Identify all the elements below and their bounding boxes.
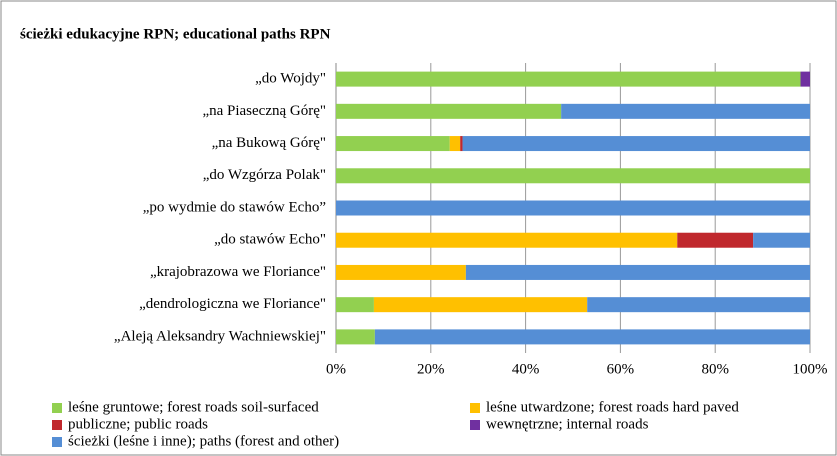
bar-segment (336, 232, 678, 248)
legend-marker (470, 403, 480, 413)
bar-segment (449, 136, 461, 152)
bar-segment (677, 232, 754, 248)
x-tick-label: 100% (793, 361, 828, 377)
y-tick-label: „do Wojdy" (255, 71, 326, 87)
bar-segment (336, 168, 810, 184)
bar-segment (800, 71, 810, 87)
x-tick-label: 20% (417, 361, 445, 377)
y-tick-label: „do Wzgórza Polak" (203, 167, 326, 183)
y-tick-label: „na Piaseczną Górę" (202, 103, 326, 119)
legend-label: wewnętrzne; internal roads (486, 416, 649, 432)
bar-segment (336, 71, 801, 87)
y-tick-label: „po wydmie do stawów Echo” (143, 199, 326, 215)
legend-label: leśne utwardzone; forest roads hard pave… (486, 399, 739, 415)
y-tick-label: „Aleją Aleksandry Wachniewskiej" (114, 328, 326, 344)
legend-label: publiczne; public roads (68, 416, 208, 432)
bar-segment (336, 200, 810, 216)
legend-label: leśne gruntowe; forest roads soil-surfac… (68, 399, 319, 415)
y-tick-label: „do stawów Echo" (214, 232, 326, 248)
y-tick-label: „na Bukową Górę" (212, 135, 326, 151)
bar-segment (373, 297, 588, 313)
x-tick-label: 40% (512, 361, 540, 377)
legend-label: ścieżki (leśne i inne); paths (forest an… (68, 433, 339, 449)
legend-marker (52, 403, 62, 413)
bar-segment (374, 329, 810, 345)
legend-marker (52, 437, 62, 447)
bar-segment (336, 264, 466, 280)
bar-segment (336, 297, 374, 313)
legend-marker (52, 420, 62, 430)
bar-segment (753, 232, 810, 248)
chart-title: ścieżki edukacyjne RPN; educational path… (20, 26, 331, 42)
y-tick-label: „dendrologiczna we Floriance" (139, 296, 326, 312)
bar-segment (462, 136, 810, 152)
bar-segment (336, 103, 562, 119)
bar-segment (336, 136, 450, 152)
bar-segment (336, 329, 375, 345)
x-tick-label: 0% (326, 361, 346, 377)
legend-marker (470, 420, 480, 430)
bar-segment (460, 136, 463, 152)
bar-segment (561, 103, 810, 119)
y-tick-label: „krajobrazowa we Floriance" (150, 264, 326, 280)
x-tick-label: 60% (607, 361, 635, 377)
x-tick-label: 80% (701, 361, 729, 377)
bar-segment (587, 297, 810, 313)
bar-segment (465, 264, 810, 280)
